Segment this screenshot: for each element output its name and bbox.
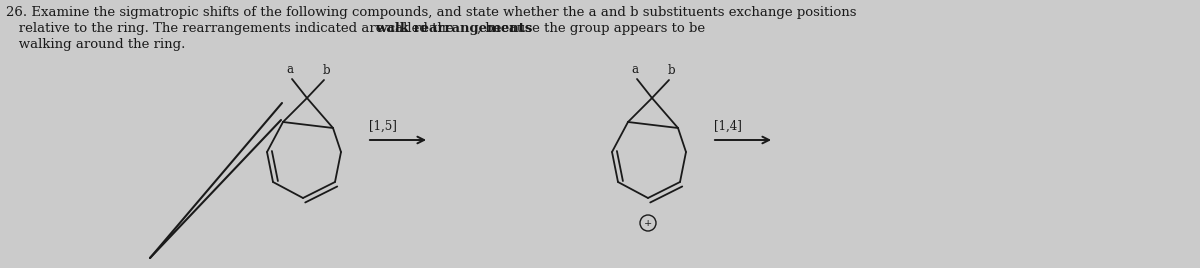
Text: walking around the ring.: walking around the ring.: [6, 38, 185, 51]
Text: a: a: [631, 63, 638, 76]
Text: 26. Examine the sigmatropic shifts of the following compounds, and state whether: 26. Examine the sigmatropic shifts of th…: [6, 6, 857, 19]
Text: +: +: [644, 218, 652, 228]
Text: a: a: [287, 63, 294, 76]
Text: [1,5]: [1,5]: [370, 120, 397, 133]
Text: [1,4]: [1,4]: [714, 120, 742, 133]
Text: relative to the ring. The rearrangements indicated are called the: relative to the ring. The rearrangements…: [6, 22, 458, 35]
Text: , because the group appears to be: , because the group appears to be: [476, 22, 704, 35]
Text: b: b: [322, 64, 330, 77]
Text: b: b: [667, 64, 674, 77]
Text: walk rearrangements: walk rearrangements: [376, 22, 533, 35]
